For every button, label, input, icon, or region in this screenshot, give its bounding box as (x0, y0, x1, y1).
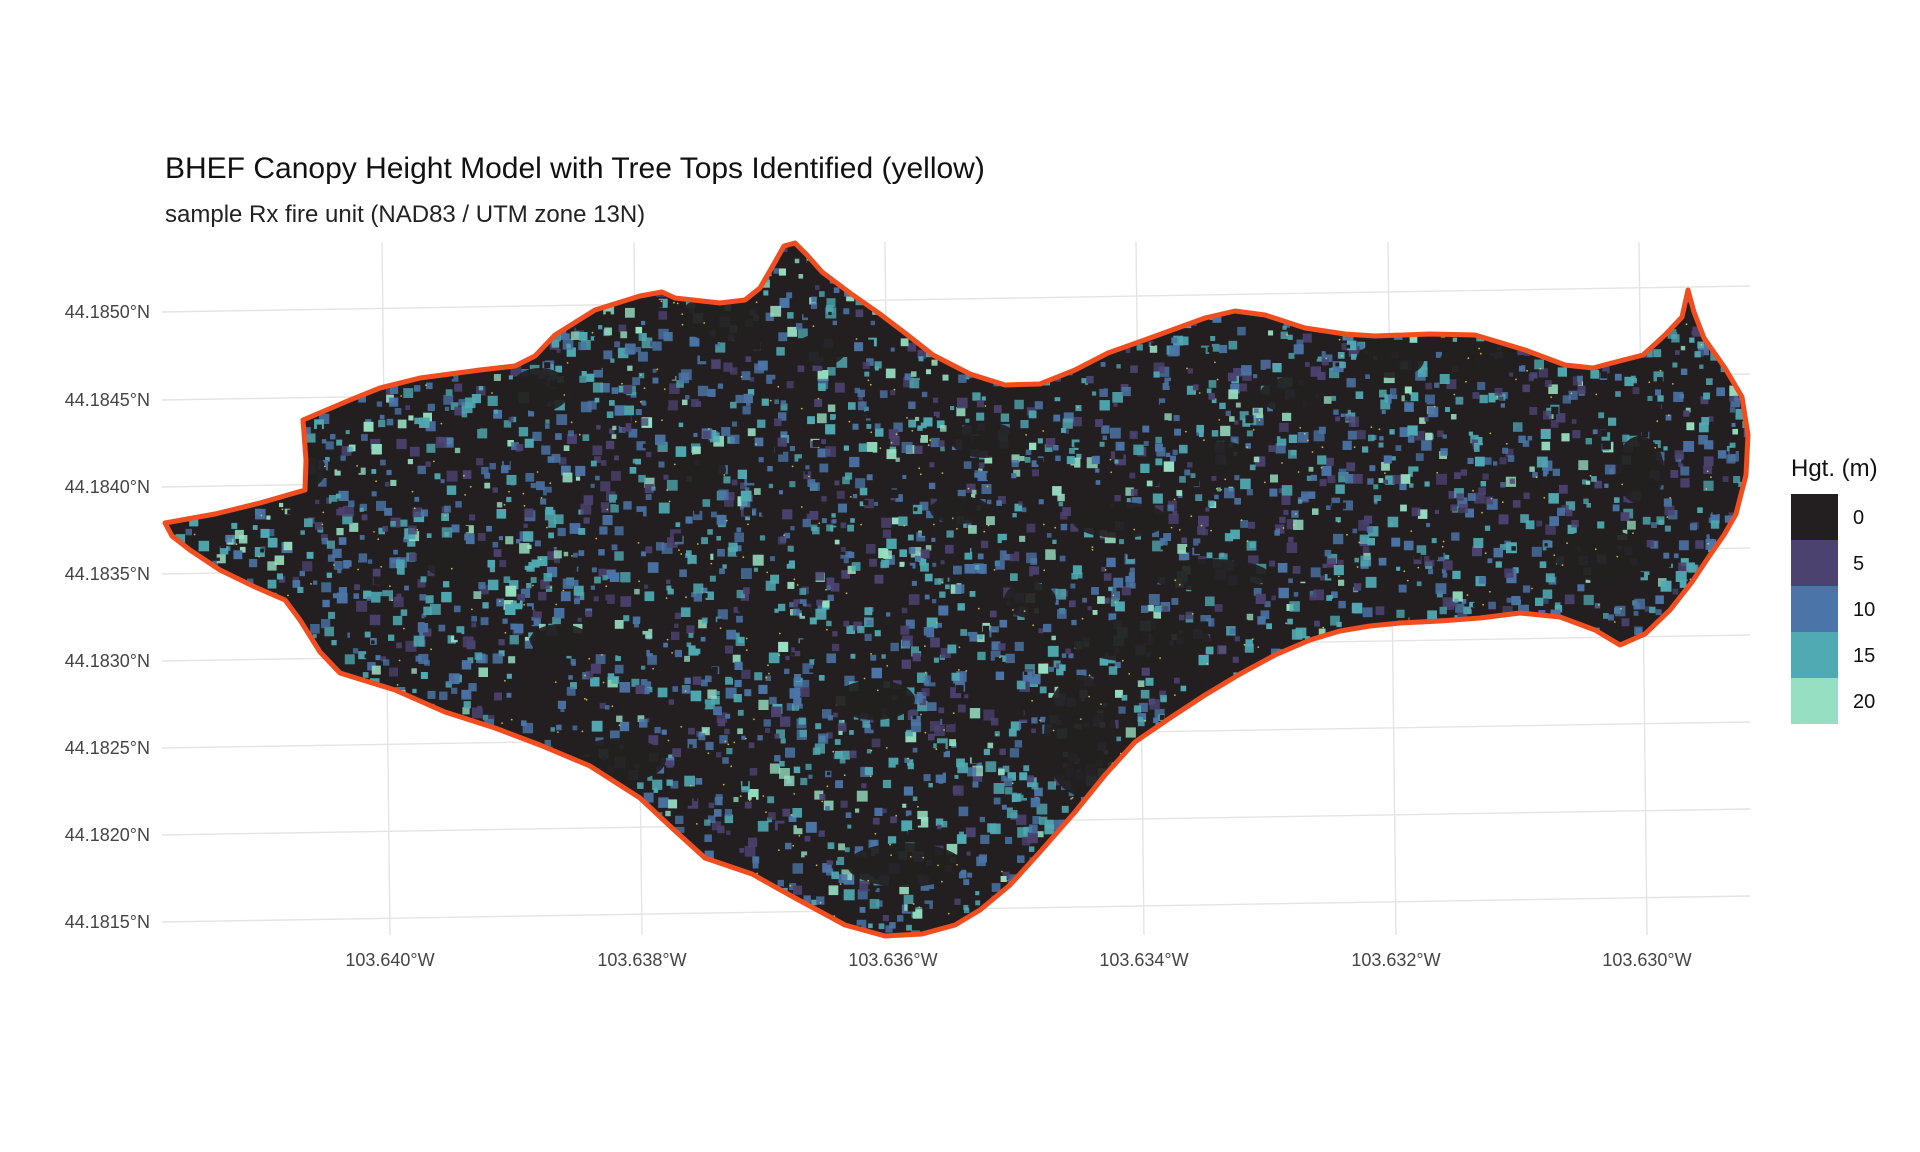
x-axis-ticks: 103.640°W 103.638°W 103.636°W 103.634°W 103.… (345, 950, 1691, 970)
legend-swatch (1791, 678, 1838, 724)
y-tick-label: 44.1850°N (65, 302, 150, 322)
x-tick-label: 103.638°W (597, 950, 686, 970)
legend-swatch (1791, 632, 1838, 678)
x-tick-label: 103.630°W (1602, 950, 1691, 970)
x-tick-label: 103.640°W (345, 950, 434, 970)
legend: Hgt. (m) 0 5 10 15 20 (1791, 455, 1878, 724)
y-tick-label: 44.1840°N (65, 477, 150, 497)
legend-label: 20 (1853, 691, 1875, 713)
legend-label: 5 (1853, 553, 1864, 575)
canopy-raster (165, 243, 1748, 936)
x-tick-label: 103.634°W (1099, 950, 1188, 970)
y-tick-label: 44.1815°N (65, 912, 150, 932)
y-tick-label: 44.1830°N (65, 651, 150, 671)
legend-label: 0 (1853, 507, 1864, 529)
legend-swatch (1791, 540, 1838, 586)
chart-subtitle: sample Rx fire unit (NAD83 / UTM zone 13… (165, 201, 645, 228)
chart-title: BHEF Canopy Height Model with Tree Tops … (165, 152, 985, 185)
y-tick-label: 44.1825°N (65, 738, 150, 758)
y-axis-ticks: 44.1850°N 44.1845°N 44.1840°N 44.1835°N 44.1… (65, 302, 150, 932)
legend-label: 10 (1853, 599, 1875, 621)
y-tick-label: 44.1835°N (65, 564, 150, 584)
legend-swatch (1791, 494, 1838, 540)
fire-unit-boundary (162, 240, 1751, 939)
x-tick-label: 103.632°W (1351, 950, 1440, 970)
parallel-gridline (161, 285, 1751, 313)
x-tick-label: 103.636°W (848, 950, 937, 970)
raster-background (165, 243, 1748, 936)
legend-swatch (1791, 586, 1838, 632)
legend-label: 15 (1853, 645, 1875, 667)
y-tick-label: 44.1820°N (65, 825, 150, 845)
legend-keys: 0 5 10 15 20 (1791, 494, 1875, 724)
legend-title: Hgt. (m) (1791, 455, 1878, 482)
y-tick-label: 44.1845°N (65, 390, 150, 410)
